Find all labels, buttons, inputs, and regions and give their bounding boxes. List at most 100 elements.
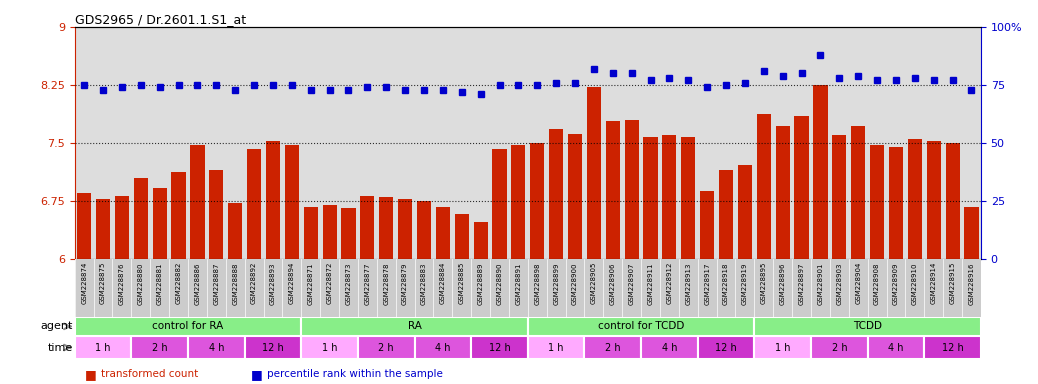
Text: GSM228877: GSM228877 — [364, 262, 371, 305]
Text: GSM228907: GSM228907 — [629, 262, 634, 305]
Text: GSM228879: GSM228879 — [402, 262, 408, 305]
Text: 4 h: 4 h — [435, 343, 450, 353]
Text: GSM228919: GSM228919 — [742, 262, 748, 305]
Text: GSM228911: GSM228911 — [648, 262, 654, 305]
Text: percentile rank within the sample: percentile rank within the sample — [267, 369, 442, 379]
Text: GSM228891: GSM228891 — [516, 262, 521, 305]
Bar — [153, 188, 167, 259]
Text: GSM228871: GSM228871 — [307, 262, 313, 305]
Bar — [247, 149, 262, 259]
Bar — [379, 197, 393, 259]
Bar — [171, 172, 186, 259]
Bar — [698, 336, 755, 359]
Bar — [832, 135, 846, 259]
Bar — [924, 336, 981, 359]
Bar — [811, 336, 868, 359]
Text: GSM228880: GSM228880 — [138, 262, 144, 305]
Text: GSM228892: GSM228892 — [251, 262, 257, 305]
Bar — [946, 143, 960, 259]
Text: GSM228904: GSM228904 — [855, 262, 862, 305]
Text: GSM228899: GSM228899 — [553, 262, 559, 305]
Text: 2 h: 2 h — [379, 343, 394, 353]
Text: GSM228908: GSM228908 — [874, 262, 880, 305]
Bar — [301, 336, 358, 359]
Text: GSM228874: GSM228874 — [81, 262, 87, 305]
Bar — [304, 207, 318, 259]
Bar — [398, 199, 412, 259]
Text: GSM228876: GSM228876 — [119, 262, 125, 305]
Bar — [530, 143, 544, 259]
Bar — [681, 137, 695, 259]
Text: 2 h: 2 h — [152, 343, 167, 353]
Bar — [964, 207, 979, 259]
Bar — [700, 191, 714, 259]
Bar — [360, 196, 375, 259]
Bar — [927, 141, 940, 259]
Text: GSM228906: GSM228906 — [609, 262, 616, 305]
Text: RA: RA — [408, 321, 421, 331]
Text: GSM228901: GSM228901 — [818, 262, 823, 305]
Bar — [75, 336, 132, 359]
Bar — [455, 214, 469, 259]
Text: 4 h: 4 h — [889, 343, 904, 353]
Bar — [473, 222, 488, 259]
Bar — [190, 145, 204, 259]
Text: GSM228887: GSM228887 — [214, 262, 219, 305]
Text: ■: ■ — [251, 368, 263, 381]
Text: GSM228898: GSM228898 — [535, 262, 540, 305]
Text: GSM228909: GSM228909 — [893, 262, 899, 305]
Bar — [719, 170, 733, 259]
Bar — [527, 317, 755, 336]
Text: 1 h: 1 h — [322, 343, 337, 353]
Text: GSM228917: GSM228917 — [704, 262, 710, 305]
Text: GSM228896: GSM228896 — [780, 262, 786, 305]
Bar — [77, 194, 91, 259]
Bar — [115, 196, 129, 259]
Bar — [245, 336, 301, 359]
Text: GSM228886: GSM228886 — [194, 262, 200, 305]
Text: GSM228913: GSM228913 — [685, 262, 691, 305]
Bar — [549, 129, 564, 259]
Text: GSM228885: GSM228885 — [459, 262, 465, 305]
Bar — [568, 134, 582, 259]
Text: GSM228912: GSM228912 — [666, 262, 673, 305]
Text: GSM228915: GSM228915 — [950, 262, 956, 305]
Bar — [662, 135, 677, 259]
Bar — [436, 207, 449, 259]
Bar — [414, 336, 471, 359]
Text: GSM228895: GSM228895 — [761, 262, 767, 305]
Bar — [266, 141, 280, 259]
Text: GSM228893: GSM228893 — [270, 262, 276, 305]
Bar — [584, 336, 641, 359]
Bar — [471, 336, 528, 359]
Text: 4 h: 4 h — [661, 343, 677, 353]
Bar — [284, 145, 299, 259]
Text: GSM228916: GSM228916 — [968, 262, 975, 305]
Text: GSM228900: GSM228900 — [572, 262, 578, 305]
Text: 4 h: 4 h — [209, 343, 224, 353]
Bar — [358, 336, 414, 359]
Bar — [228, 204, 242, 259]
Bar — [775, 126, 790, 259]
Bar — [868, 336, 924, 359]
Bar — [814, 85, 827, 259]
Bar — [755, 317, 981, 336]
Bar — [606, 121, 620, 259]
Text: 12 h: 12 h — [489, 343, 511, 353]
Bar — [889, 147, 903, 259]
Bar — [644, 137, 658, 259]
Text: 2 h: 2 h — [605, 343, 621, 353]
Bar — [757, 114, 771, 259]
Bar — [512, 145, 525, 259]
Bar — [492, 149, 507, 259]
Bar — [738, 165, 752, 259]
Bar — [75, 317, 301, 336]
Text: control for TCDD: control for TCDD — [598, 321, 684, 331]
Text: time: time — [48, 343, 73, 353]
Bar — [210, 170, 223, 259]
Bar — [188, 336, 245, 359]
Text: transformed count: transformed count — [101, 369, 198, 379]
Bar — [625, 120, 638, 259]
Bar — [641, 336, 698, 359]
Text: TCDD: TCDD — [853, 321, 882, 331]
